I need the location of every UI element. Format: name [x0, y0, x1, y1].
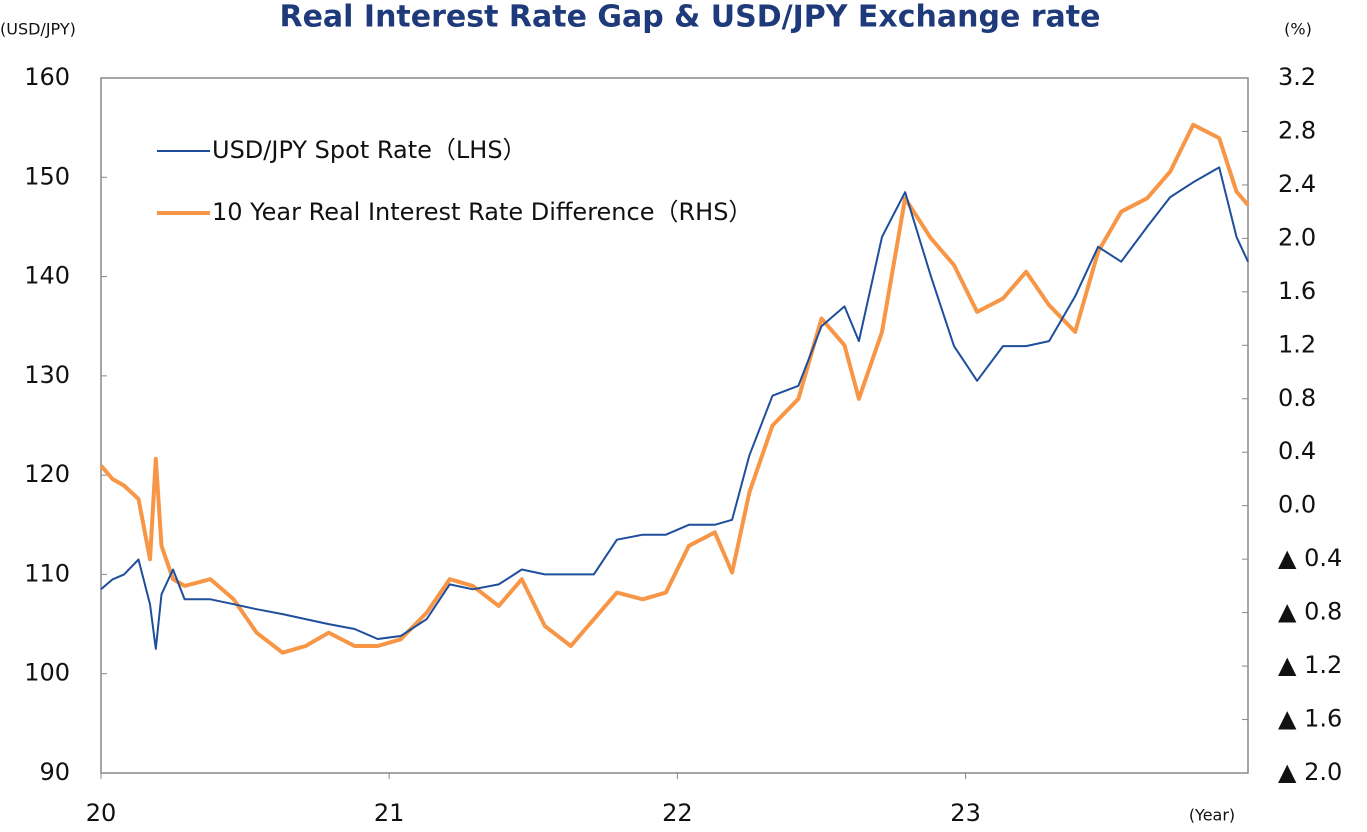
- x-tick-label: 23: [950, 799, 981, 827]
- y2-tick-label: 2.8: [1278, 116, 1316, 144]
- y2-tick-label: ▲ 1.6: [1278, 705, 1342, 733]
- y2-tick-label: ▲ 0.4: [1278, 544, 1342, 572]
- y2-tick-label: ▲ 2.0: [1278, 758, 1342, 786]
- chart-title: Real Interest Rate Gap & USD/JPY Exchang…: [279, 0, 1100, 35]
- series-line: [99, 122, 1250, 655]
- y-tick-label: 90: [39, 758, 70, 786]
- plot-frame: [100, 77, 1249, 774]
- y-tick-label: 160: [24, 63, 70, 91]
- y-tick-label: 130: [24, 361, 70, 389]
- legend-label: 10 Year Real Interest Rate Difference（RH…: [212, 198, 752, 226]
- y2-tick-label: 0.8: [1278, 384, 1316, 412]
- x-tick-label: 20: [86, 799, 117, 827]
- y-axis-label: (USD/JPY): [0, 20, 76, 39]
- series-line: [100, 166, 1249, 650]
- y-tick-label: 120: [24, 460, 70, 488]
- y2-tick-label: 0.4: [1278, 437, 1316, 465]
- y2-tick-label: 2.4: [1278, 170, 1316, 198]
- x-tick-label: 22: [662, 799, 693, 827]
- y2-tick-label: 1.6: [1278, 277, 1316, 305]
- y2-tick-label: 1.2: [1278, 330, 1316, 358]
- y-tick-label: 110: [24, 559, 70, 587]
- x-tick-label: 21: [374, 799, 405, 827]
- y2-tick-label: 2.0: [1278, 223, 1316, 251]
- y2-axis-label: (%): [1284, 20, 1312, 39]
- y-tick-label: 100: [24, 659, 70, 687]
- y2-tick-label: 3.2: [1278, 63, 1316, 91]
- y2-tick-label: ▲ 0.8: [1278, 598, 1342, 626]
- y-tick-label: 150: [24, 162, 70, 190]
- y-tick-label: 140: [24, 262, 70, 290]
- legend-label: USD/JPY Spot Rate（LHS）: [212, 136, 527, 164]
- x-axis-label: (Year): [1189, 806, 1235, 825]
- y2-tick-label: ▲ 1.2: [1278, 651, 1342, 679]
- y2-tick-label: 0.0: [1278, 491, 1316, 519]
